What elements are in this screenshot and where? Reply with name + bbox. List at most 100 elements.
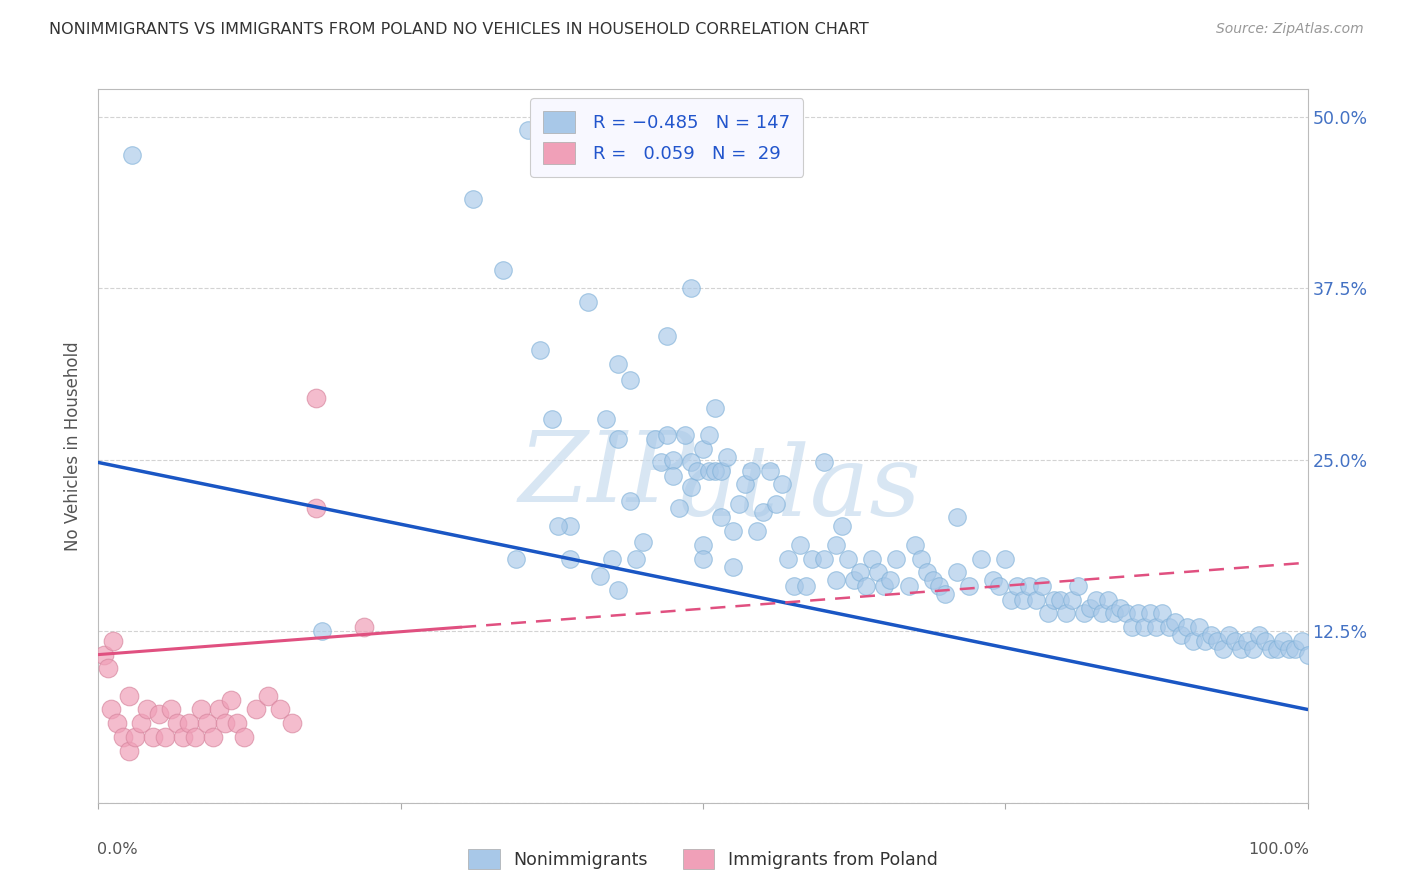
Point	[93, 648, 115, 662]
Point	[1067, 579, 1090, 593]
Point	[111, 730, 134, 744]
Point	[668, 500, 690, 515]
Point	[704, 464, 727, 478]
Point	[981, 574, 1004, 588]
Point	[602, 551, 624, 566]
Point	[710, 464, 733, 478]
Point	[305, 391, 328, 405]
Point	[704, 401, 727, 415]
Point	[1097, 592, 1119, 607]
Point	[1284, 642, 1306, 657]
Point	[166, 716, 188, 731]
Point	[1128, 607, 1150, 621]
Point	[831, 518, 853, 533]
Point	[179, 716, 201, 731]
Point	[860, 551, 883, 566]
Point	[723, 559, 745, 574]
Point	[644, 432, 666, 446]
Point	[1102, 607, 1125, 621]
Point	[1199, 628, 1222, 642]
Point	[305, 500, 328, 515]
Text: atlas: atlas	[678, 442, 921, 536]
Point	[619, 494, 641, 508]
Point	[1109, 601, 1132, 615]
Point	[1175, 620, 1198, 634]
Point	[589, 569, 612, 583]
Point	[1230, 642, 1253, 657]
Point	[576, 294, 599, 309]
Point	[529, 343, 551, 357]
Point	[873, 579, 896, 593]
Point	[692, 538, 714, 552]
Point	[202, 730, 225, 744]
Point	[269, 702, 291, 716]
Point	[825, 574, 848, 588]
Point	[1073, 607, 1095, 621]
Point	[758, 464, 780, 478]
Point	[1049, 592, 1071, 607]
Point	[129, 716, 152, 731]
Point	[994, 551, 1017, 566]
Point	[118, 689, 141, 703]
Point	[226, 716, 249, 731]
Point	[245, 702, 267, 716]
Point	[1024, 592, 1046, 607]
Point	[946, 566, 969, 580]
Point	[794, 579, 817, 593]
Text: NONIMMIGRANTS VS IMMIGRANTS FROM POLAND NO VEHICLES IN HOUSEHOLD CORRELATION CHA: NONIMMIGRANTS VS IMMIGRANTS FROM POLAND …	[49, 22, 869, 37]
Point	[661, 469, 683, 483]
Point	[124, 730, 146, 744]
Point	[516, 123, 538, 137]
Point	[232, 730, 254, 744]
Point	[1133, 620, 1156, 634]
Point	[1085, 592, 1108, 607]
Point	[886, 551, 908, 566]
Point	[463, 192, 485, 206]
Point	[740, 464, 762, 478]
Point	[558, 518, 581, 533]
Point	[1254, 633, 1277, 648]
Point	[1194, 633, 1216, 648]
Point	[1291, 633, 1313, 648]
Point	[915, 566, 938, 580]
Point	[697, 464, 720, 478]
Point	[1036, 607, 1059, 621]
Point	[1223, 633, 1246, 648]
Point	[747, 524, 769, 538]
Point	[353, 620, 375, 634]
Point	[97, 661, 120, 675]
Point	[1212, 642, 1234, 657]
Point	[1054, 607, 1077, 621]
Point	[1241, 642, 1264, 657]
Point	[1152, 607, 1174, 621]
Point	[765, 497, 787, 511]
Point	[782, 579, 804, 593]
Point	[692, 442, 714, 456]
Point	[679, 480, 702, 494]
Point	[1042, 592, 1064, 607]
Legend: Nonimmigrants, Immigrants from Poland: Nonimmigrants, Immigrants from Poland	[461, 842, 945, 876]
Text: Source: ZipAtlas.com: Source: ZipAtlas.com	[1216, 22, 1364, 37]
Point	[105, 716, 128, 731]
Point	[1007, 579, 1029, 593]
Point	[160, 702, 183, 716]
Point	[1267, 642, 1289, 657]
Point	[1188, 620, 1211, 634]
Point	[505, 551, 527, 566]
Point	[970, 551, 993, 566]
Point	[1012, 592, 1035, 607]
Point	[686, 464, 709, 478]
Legend: R = −0.485   N = 147, R =   0.059   N =  29: R = −0.485 N = 147, R = 0.059 N = 29	[530, 98, 803, 177]
Point	[558, 551, 581, 566]
Point	[214, 716, 236, 731]
Point	[172, 730, 194, 744]
Point	[1260, 642, 1282, 657]
Point	[148, 706, 170, 721]
Point	[153, 730, 176, 744]
Point	[1170, 628, 1192, 642]
Point	[595, 411, 617, 425]
Point	[957, 579, 980, 593]
Point	[776, 551, 799, 566]
Point	[855, 579, 877, 593]
Point	[697, 428, 720, 442]
